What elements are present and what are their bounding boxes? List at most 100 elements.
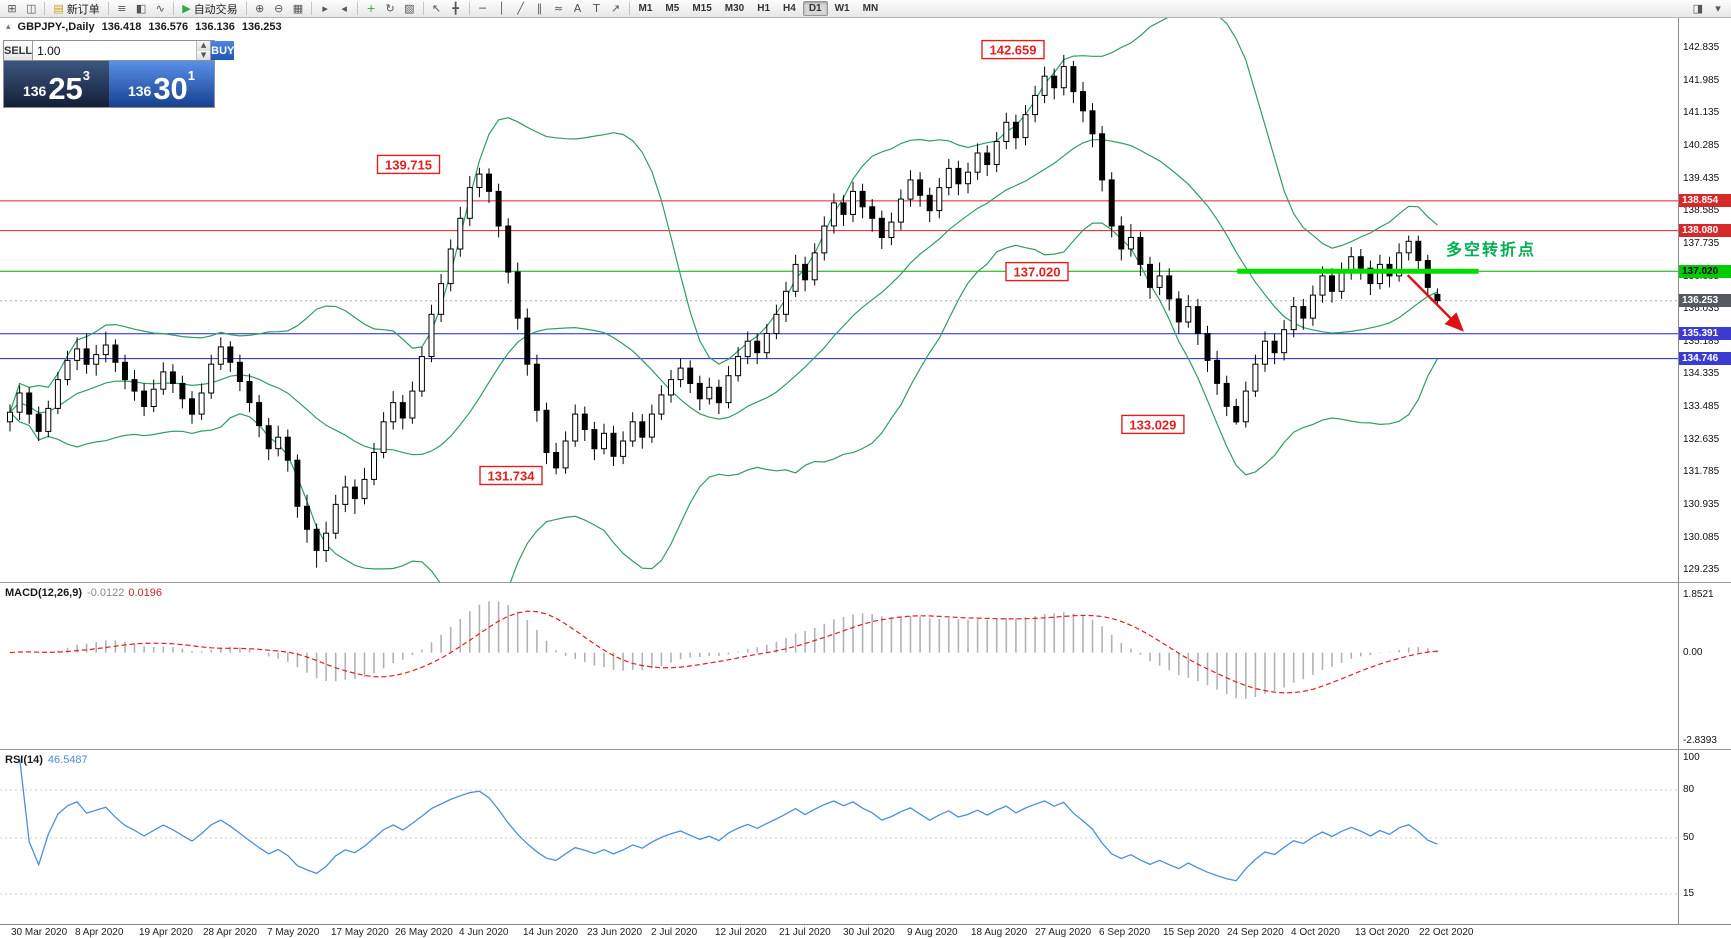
sell-price-display[interactable]: 136 25 3 — [4, 61, 109, 107]
autotrading-button[interactable]: ▶ 自动交易 — [178, 1, 241, 17]
new-order-button[interactable]: ▤ 新订单 — [49, 1, 103, 17]
date-axis-label: 30 Mar 2020 — [11, 927, 68, 938]
fibonacci-icon[interactable]: ≈ — [550, 1, 568, 17]
candlestick-series — [7, 54, 1441, 568]
price-axis-label: 141.985 — [1683, 74, 1720, 86]
main-chart-canvas[interactable]: 142.659 139.715 137.020 133.029 131.734 多空转折点 — [0, 18, 1678, 582]
date-axis-label: 8 Apr 2020 — [75, 927, 124, 938]
zoom-out-icon[interactable]: ⊖ — [270, 1, 288, 17]
rsi-axis-label: 100 — [1683, 752, 1700, 763]
chart-shift-icon[interactable]: ◂ — [335, 1, 353, 17]
panel-separator[interactable] — [0, 749, 1731, 750]
new-chart-icon[interactable]: ⊞ — [3, 1, 21, 17]
line-chart-icon: ∿ — [155, 1, 165, 15]
sell-button[interactable]: SELL — [4, 41, 34, 60]
date-axis-label: 4 Oct 2020 — [1291, 927, 1340, 938]
line-chart-icon[interactable]: ∿ — [151, 1, 169, 17]
date-axis-label: 19 Apr 2020 — [139, 927, 193, 938]
price-tag: 138.854 — [1679, 194, 1731, 208]
price-label-annotation[interactable]: 139.715 — [376, 154, 441, 175]
price-label-annotation[interactable]: 133.029 — [1121, 414, 1185, 435]
date-axis-label: 14 Jun 2020 — [523, 927, 579, 938]
chart-panel-icon: ◨ — [1692, 2, 1703, 15]
toolbar-separator — [468, 2, 470, 15]
date-axis-label: 18 Aug 2020 — [971, 927, 1028, 938]
macd-panel-canvas[interactable] — [0, 583, 1678, 749]
date-axis-label: 24 Sep 2020 — [1227, 927, 1284, 938]
rsi-panel-canvas[interactable] — [0, 750, 1678, 924]
trendline-icon[interactable]: ╱ — [512, 1, 530, 17]
toolbar-separator — [311, 2, 313, 15]
timeframe-mn-button[interactable]: MN — [862, 3, 879, 14]
bar-chart-icon[interactable]: ≡ — [113, 1, 131, 17]
price-axis-label: 129.235 — [1683, 564, 1720, 576]
more-options-icon[interactable]: ▾ — [1709, 1, 1727, 17]
macd-signal-value: 0.0196 — [128, 587, 162, 599]
volume-stepper[interactable]: ▲ ▼ — [33, 41, 212, 60]
price-label-annotation[interactable]: 142.659 — [981, 39, 1045, 60]
date-axis[interactable]: 30 Mar 2020 8 Apr 2020 19 Apr 2020 28 Apr 2… — [0, 924, 1731, 938]
pivot-note-annotation[interactable]: 多空转折点 — [1446, 240, 1536, 259]
periods-icon[interactable]: ↻ — [381, 1, 399, 17]
price-axis-label: 135.185 — [1683, 335, 1720, 347]
price-label-annotation[interactable]: 137.020 — [1005, 261, 1069, 282]
timeframe-m30-button[interactable]: M30 — [724, 3, 745, 14]
volume-input[interactable] — [33, 41, 197, 60]
cursor-icon[interactable]: ↖ — [428, 1, 446, 17]
timeframe-m1-button[interactable]: M1 — [638, 3, 653, 14]
indicators-icon[interactable]: + — [362, 1, 380, 17]
timeframe-m15-button[interactable]: M15 — [692, 3, 712, 14]
indicators-icon: + — [366, 1, 376, 15]
crosshair-icon[interactable]: ╋ — [447, 1, 465, 17]
chart-quote-line: ▴ GBPJPY-,Daily 136.418 136.576 136.136 … — [6, 21, 282, 33]
arrow-objects-icon[interactable]: ↗ — [607, 1, 625, 17]
text-label-icon[interactable]: T — [588, 1, 606, 17]
quote-open: 136.418 — [101, 21, 142, 33]
channel-icon[interactable]: ∥ — [531, 1, 549, 17]
text-icon[interactable]: A — [569, 1, 587, 17]
volume-decrease-icon[interactable]: ▼ — [197, 50, 211, 60]
zoom-in-icon[interactable]: ⊕ — [251, 1, 269, 17]
toolbar-separator — [357, 2, 359, 15]
volume-increase-icon[interactable]: ▲ — [197, 41, 211, 51]
timeframe-w1-button[interactable]: W1 — [834, 3, 850, 14]
grid-icon[interactable]: ▦ — [289, 1, 307, 17]
timeframe-m5-button[interactable]: M5 — [665, 3, 680, 14]
new-chart-icon: ⊞ — [7, 1, 17, 15]
vertical-line-icon: │ — [498, 1, 505, 15]
timeframe-h1-button[interactable]: H1 — [757, 3, 771, 14]
buy-button[interactable]: BUY — [211, 41, 235, 60]
templates-icon[interactable]: ▧ — [400, 1, 418, 17]
down-arrow-annotation[interactable] — [1406, 274, 1464, 332]
timeframe-h4-button[interactable]: H4 — [783, 3, 796, 14]
new-order-button-label: 新订单 — [66, 2, 100, 16]
date-axis-label: 27 Aug 2020 — [1035, 927, 1092, 938]
channel-icon: ∥ — [536, 1, 543, 15]
horizontal-line-icon[interactable]: ─ — [474, 1, 492, 17]
macd-histogram — [18, 601, 1439, 699]
price-axis-label: 140.285 — [1683, 139, 1720, 151]
templates-icon: ▧ — [404, 1, 415, 15]
buy-price-display[interactable]: 136 30 1 — [109, 61, 214, 107]
auto-scroll-icon[interactable]: ▸ — [316, 1, 334, 17]
symbol-name: GBPJPY-,Daily — [17, 21, 95, 33]
date-axis-label: 4 Jun 2020 — [459, 927, 509, 938]
quote-high: 136.576 — [148, 21, 189, 33]
timeframe-d1-button[interactable]: D1 — [802, 1, 828, 16]
periods-icon: ↻ — [385, 1, 395, 15]
price-axis-label: 133.485 — [1683, 401, 1720, 412]
price-tag: 136.253 — [1679, 294, 1731, 308]
horizontal-line-icon: ─ — [479, 1, 486, 15]
price-label-annotation[interactable]: 131.734 — [479, 465, 543, 486]
chart-panel-icon[interactable]: ◨ — [1689, 1, 1707, 17]
candlestick-chart-icon[interactable]: ◧ — [132, 1, 150, 17]
window-layout-icon: ◫ — [26, 1, 37, 15]
svg-text:137.020: 137.020 — [1014, 265, 1061, 280]
panel-separator[interactable] — [0, 582, 1731, 583]
vertical-line-icon[interactable]: │ — [493, 1, 511, 17]
text-icon: A — [573, 1, 582, 15]
price-axis-label: 134.335 — [1683, 368, 1720, 380]
crosshair-icon: ╋ — [452, 1, 459, 15]
window-layout-icon[interactable]: ◫ — [22, 1, 40, 17]
price-scale[interactable]: 142.835 141.985 141.135 140.285 139.435 138.5… — [1678, 18, 1731, 938]
